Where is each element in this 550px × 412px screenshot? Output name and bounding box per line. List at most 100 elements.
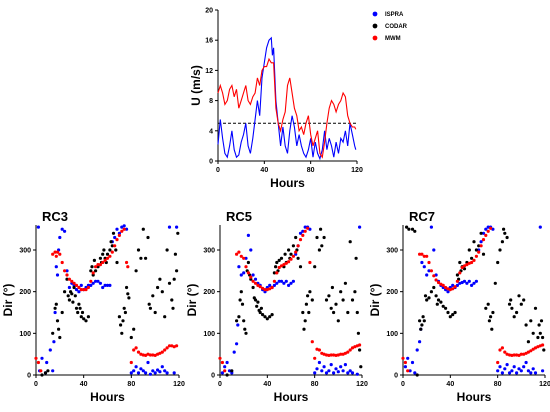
data-point-ispra	[125, 227, 129, 231]
data-point-mwm	[481, 238, 486, 242]
data-point-mwm	[270, 285, 274, 290]
x-tick-label: 0	[401, 381, 405, 388]
y-tick-label: 100	[203, 331, 215, 338]
data-point-ispra	[223, 365, 227, 369]
data-point-codar	[472, 240, 476, 244]
data-point-codar	[274, 265, 278, 269]
data-point-mwm	[253, 281, 258, 285]
data-point-codar	[421, 315, 425, 319]
panel-title: RC3	[42, 209, 68, 224]
chart-panel-1: 0 40 80 120 0 100 200 300 Hours Dir (°) RC3	[1, 209, 185, 404]
data-point-ispra	[249, 248, 253, 252]
data-point-mwm	[496, 360, 500, 365]
data-point-codar	[444, 306, 448, 310]
data-point-mwm	[279, 264, 284, 268]
data-point-codar	[58, 335, 62, 340]
data-point-codar	[405, 225, 409, 229]
data-point-codar	[346, 310, 350, 315]
data-point-codar	[451, 313, 455, 317]
data-point-codar	[261, 313, 265, 317]
data-point-ispra	[134, 365, 138, 369]
data-point-codar	[255, 304, 259, 308]
data-point-codar	[446, 310, 450, 315]
data-point-ispra	[146, 360, 150, 365]
data-point-codar	[126, 292, 130, 296]
data-point-ispra	[58, 235, 62, 240]
data-point-ispra	[115, 227, 119, 231]
data-point-ispra	[227, 369, 232, 373]
data-point-codar	[78, 306, 82, 310]
data-point-mwm	[526, 350, 531, 354]
data-point-mwm	[303, 229, 307, 233]
data-point-mwm	[249, 275, 253, 279]
data-point-ispra	[55, 273, 60, 277]
data-point-codar	[486, 302, 490, 306]
data-point-codar	[529, 319, 533, 323]
data-point-mwm	[251, 279, 255, 283]
data-point-codar	[359, 365, 363, 369]
data-point-codar	[324, 298, 329, 302]
data-point-mwm	[237, 250, 241, 254]
data-point-codar	[474, 248, 478, 252]
data-point-mwm	[484, 233, 488, 237]
data-point-ispra	[98, 281, 102, 285]
data-point-ispra	[129, 371, 133, 375]
data-point-ispra	[301, 229, 305, 233]
y-tick-label: 100	[19, 331, 31, 338]
data-point-mwm	[160, 350, 164, 354]
legend-label-codar: CODAR	[385, 24, 408, 30]
data-point-mwm	[79, 288, 83, 292]
data-point-mwm	[53, 250, 57, 254]
data-point-mwm	[84, 288, 88, 292]
data-point-codar	[308, 290, 312, 294]
data-point-ispra	[418, 340, 422, 344]
data-point-ispra	[141, 369, 145, 373]
data-point-ispra	[298, 231, 303, 235]
data-point-codar	[423, 294, 428, 298]
data-point-ispra	[470, 283, 474, 287]
y-tick-label: 100	[386, 331, 398, 338]
data-point-mwm	[134, 346, 138, 350]
data-point-codar	[239, 290, 243, 294]
data-point-codar	[115, 260, 119, 265]
data-point-ispra	[175, 225, 179, 229]
data-point-ispra	[101, 285, 105, 290]
data-point-mwm	[477, 250, 481, 254]
data-point-ispra	[531, 367, 535, 371]
data-point-mwm	[451, 287, 455, 291]
data-point-ispra	[481, 231, 486, 235]
data-point-codar	[425, 298, 429, 302]
data-point-codar	[60, 310, 64, 315]
data-point-mwm	[91, 271, 95, 275]
data-point-ispra	[522, 365, 526, 369]
data-point-mwm	[474, 254, 478, 258]
data-point-codar	[263, 315, 267, 319]
x-tick-label: 40	[446, 381, 454, 388]
x-tick-label: 40	[80, 381, 88, 388]
data-point-codar	[225, 373, 229, 377]
data-point-codar	[320, 244, 324, 248]
data-point-mwm	[287, 260, 291, 264]
data-point-codar	[136, 248, 141, 252]
x-tick-label: 80	[127, 381, 135, 388]
data-point-mwm	[172, 345, 176, 349]
data-point-codar	[165, 248, 169, 252]
data-point-ispra	[346, 371, 350, 375]
data-point-mwm	[500, 346, 504, 350]
data-point-mwm	[275, 271, 279, 275]
data-point-mwm	[507, 353, 512, 357]
x-axis-title: Hours	[270, 176, 305, 190]
y-axis-title: Dir (°)	[368, 284, 382, 317]
data-point-codar	[350, 298, 355, 302]
data-point-mwm	[403, 360, 407, 365]
data-point-ispra	[139, 367, 143, 371]
panel-title: RC5	[226, 209, 252, 224]
data-point-ispra	[336, 370, 340, 374]
data-point-mwm	[263, 288, 267, 292]
data-point-ispra	[74, 288, 79, 292]
data-point-mwm	[294, 250, 298, 254]
data-point-codar	[542, 348, 546, 352]
data-point-ispra	[406, 356, 410, 360]
data-point-mwm	[82, 288, 86, 292]
data-point-ispra	[334, 367, 338, 371]
